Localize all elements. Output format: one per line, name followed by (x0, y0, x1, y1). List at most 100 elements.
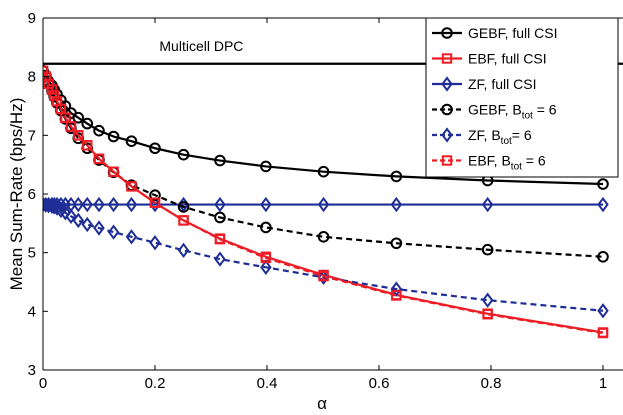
legend-marker (441, 103, 453, 116)
legend-label: EBF, Btot = 6 (468, 153, 546, 173)
data-point (65, 121, 77, 132)
legend-label: ZF, Btot= 6 (468, 127, 532, 147)
y-tick-label: 9 (28, 10, 36, 27)
data-point (177, 242, 190, 258)
data-point (214, 154, 226, 167)
data-point (108, 166, 119, 177)
data-point (597, 250, 609, 263)
data-point (149, 196, 161, 213)
data-point (177, 201, 190, 213)
data-point (597, 327, 609, 339)
legend-box (425, 17, 619, 178)
y-tick-label: 4 (28, 303, 36, 320)
data-point (214, 211, 226, 224)
data-point (214, 233, 226, 245)
data-point (178, 215, 189, 226)
data-point (60, 112, 71, 123)
data-point (214, 251, 226, 267)
legend-item: EBF, full CSI (432, 51, 547, 67)
data-point (72, 111, 85, 124)
legend: GEBF, full CSI EBF, full CSI ZF, full CSI G… (425, 17, 619, 178)
data-point (260, 196, 272, 213)
data-point (93, 124, 105, 137)
y-tick-label: 5 (28, 245, 36, 262)
data-point (125, 196, 138, 213)
data-point (482, 309, 493, 320)
y-tick-label: 3 (28, 362, 36, 379)
legend-item: EBF, Btot = 6 (432, 153, 546, 173)
data-point (481, 243, 494, 256)
data-point (72, 212, 85, 229)
data-point (48, 199, 60, 215)
y-axis-label: Mean Sum-Rate (bps/Hz) (7, 98, 26, 291)
data-point (260, 252, 272, 264)
x-tick-label: 0.4 (257, 375, 278, 392)
x-tick-label: 1 (599, 375, 607, 392)
data-point (317, 196, 330, 213)
legend-label: GEBF, full CSI (468, 25, 557, 41)
data-point (481, 196, 494, 213)
data-point (260, 221, 272, 234)
data-point (149, 235, 161, 251)
legend-item: ZF, Btot= 6 (432, 127, 532, 147)
data-point (597, 178, 609, 190)
data-point (260, 259, 272, 275)
y-tick-label: 8 (28, 69, 36, 86)
legend-label: EBF, full CSI (468, 51, 547, 67)
data-point (390, 237, 403, 250)
x-tick-label: 0.8 (481, 375, 502, 392)
data-point (149, 197, 161, 209)
data-point (107, 130, 120, 143)
data-point (107, 196, 120, 213)
data-point (46, 84, 58, 95)
data-point (317, 165, 330, 178)
legend-label: ZF, full CSI (468, 76, 536, 92)
data-point (81, 216, 93, 233)
data-point (390, 281, 403, 297)
data-point (149, 142, 161, 155)
data-point (391, 290, 402, 301)
y-tick-label: 6 (28, 186, 36, 203)
data-point (93, 196, 105, 213)
series-5 (43, 196, 609, 319)
data-point (125, 229, 138, 245)
series-layer (43, 62, 623, 339)
data-point (107, 224, 120, 240)
axis-layer: 0 0.2 0.4 0.6 0.8 1 3 4 5 6 7 8 9 (28, 10, 623, 392)
data-point (390, 196, 403, 213)
data-point (126, 181, 137, 192)
data-point (73, 130, 84, 141)
data-point (65, 208, 77, 224)
legend-label: GEBF, Btot = 6 (468, 102, 557, 122)
data-point (82, 140, 93, 151)
data-point (81, 117, 94, 130)
data-point (260, 160, 272, 173)
x-tick-label: 0.6 (369, 375, 390, 392)
data-point (390, 170, 403, 183)
legend-marker (441, 53, 453, 64)
legend-marker (441, 127, 453, 143)
data-point (93, 220, 105, 236)
data-point (43, 71, 51, 82)
x-tick-label: 0.2 (145, 375, 166, 392)
y-tick-label: 7 (28, 127, 36, 144)
data-point (149, 189, 161, 201)
x-tick-label: 0 (39, 375, 47, 392)
data-point (318, 270, 329, 282)
data-point (214, 196, 226, 213)
data-point (93, 153, 105, 165)
data-point (317, 269, 330, 285)
legend-item: GEBF, Btot = 6 (432, 102, 557, 122)
legend-marker (441, 76, 453, 92)
x-axis-label: α (317, 394, 327, 413)
data-point (481, 292, 494, 308)
data-point (43, 65, 49, 76)
legend-marker (441, 27, 453, 39)
data-point (72, 196, 85, 213)
series-6 (43, 65, 609, 339)
data-point (81, 196, 93, 213)
data-point (125, 135, 138, 147)
legend-item: ZF, full CSI (432, 76, 536, 92)
data-point (317, 231, 330, 243)
